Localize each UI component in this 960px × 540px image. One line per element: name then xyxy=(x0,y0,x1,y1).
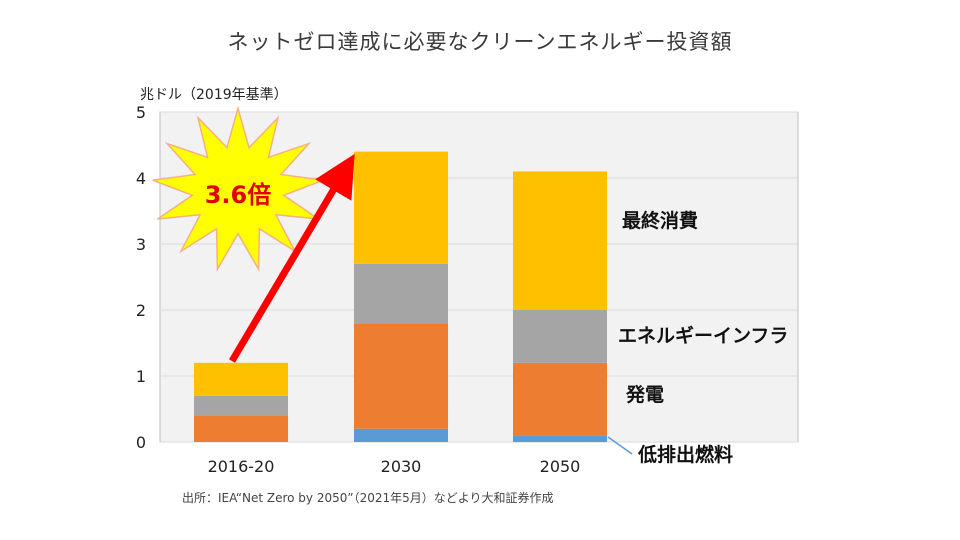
source-note: 出所：IEA“Net Zero by 2050”（2021年5月）などより大和証… xyxy=(182,491,554,505)
y-axis-ticks: 0 1 2 3 4 5 xyxy=(136,103,146,452)
bar-segment xyxy=(194,362,288,396)
y-tick-label: 2 xyxy=(136,301,146,320)
bar-segment xyxy=(354,323,448,429)
x-axis-ticks: 2016-20 2030 2050 xyxy=(208,457,581,476)
series-label: エネルギーインフラ xyxy=(618,325,788,347)
series-labels: 低排出燃料 発電 エネルギーインフラ 最終消費 xyxy=(607,209,788,466)
bar-segment xyxy=(513,362,607,436)
bar-segment xyxy=(513,171,607,310)
bars xyxy=(194,151,607,442)
y-tick-label: 0 xyxy=(136,433,146,452)
y-tick-label: 5 xyxy=(136,103,146,122)
bar-segment xyxy=(513,435,607,442)
callout-text: 3.6倍 xyxy=(205,181,272,209)
y-tick-label: 3 xyxy=(136,235,146,254)
x-tick-label: 2016-20 xyxy=(208,457,275,476)
starburst-callout xyxy=(152,105,324,273)
bar-segment xyxy=(194,415,288,442)
series-label: 発電 xyxy=(625,383,664,406)
y-axis-unit-label: 兆ドル（2019年基準） xyxy=(140,87,288,103)
leader-line xyxy=(607,436,633,455)
chart-title: ネットゼロ達成に必要なクリーンエネルギー投資額 xyxy=(227,30,733,54)
bar-segment xyxy=(354,428,448,442)
bar-segment xyxy=(354,263,448,324)
bar-segment xyxy=(513,310,607,363)
series-label: 最終消費 xyxy=(622,209,698,232)
x-tick-label: 2050 xyxy=(540,457,581,476)
bar-segment xyxy=(354,151,448,264)
growth-arrow xyxy=(228,153,355,363)
bar-segment xyxy=(194,395,288,416)
y-tick-label: 1 xyxy=(136,367,146,386)
x-tick-label: 2030 xyxy=(381,457,422,476)
series-label: 低排出燃料 xyxy=(637,443,733,466)
y-tick-label: 4 xyxy=(136,169,146,188)
